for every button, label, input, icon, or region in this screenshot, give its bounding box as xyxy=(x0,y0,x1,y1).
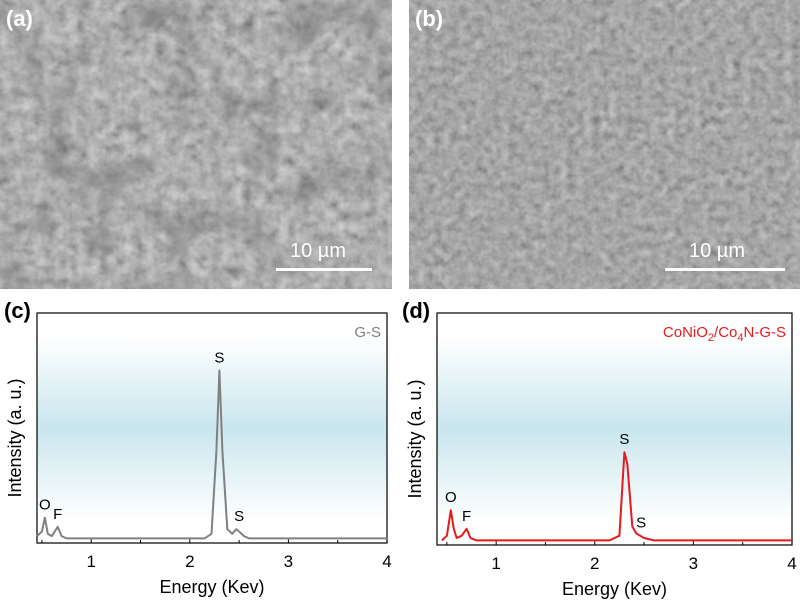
peak-label: S xyxy=(214,350,224,367)
sem-image-a: (a) 10 µm xyxy=(0,0,392,289)
peak-label: F xyxy=(53,506,62,523)
x-tick-label: 3 xyxy=(689,554,698,573)
panel-label-c: (c) xyxy=(4,298,31,323)
x-tick-label: 2 xyxy=(185,552,194,571)
peak-label: O xyxy=(445,489,457,506)
scale-bar-label-b: 10 µm xyxy=(689,240,745,262)
plot-background-band xyxy=(437,336,792,522)
sem-image-b: (b) 10 µm xyxy=(409,0,800,289)
x-axis-label: Energy (Kev) xyxy=(159,577,264,597)
peak-label: O xyxy=(39,497,51,514)
scale-bar-label-a: 10 µm xyxy=(290,240,346,262)
y-axis-label: Intensity (a. u.) xyxy=(405,379,425,498)
peak-label: S xyxy=(234,508,244,525)
x-tick-label: 1 xyxy=(491,554,500,573)
peak-label: F xyxy=(462,508,471,525)
x-tick-label: 1 xyxy=(86,552,95,571)
panel-label-a: (a) xyxy=(6,6,33,31)
x-tick-label: 2 xyxy=(590,554,599,573)
legend-label-part: 2 xyxy=(708,332,714,344)
legend-label-part: CoNiO xyxy=(663,324,708,341)
panel-label-d: (d) xyxy=(402,298,431,323)
scale-bar-b xyxy=(665,268,785,271)
peak-label: S xyxy=(619,431,629,448)
peak-label: S xyxy=(636,515,646,532)
scale-bar-a xyxy=(276,268,372,271)
plot-frame xyxy=(436,312,793,546)
legend-label: CoNiO2/Co4N-G-S xyxy=(663,324,786,344)
legend-label: G-S xyxy=(354,324,381,341)
legend-label-part: 4 xyxy=(737,332,743,344)
x-tick-label: 3 xyxy=(284,552,293,571)
panel-label-b: (b) xyxy=(415,6,444,31)
spectrum-line xyxy=(441,451,792,542)
x-axis-label: Energy (Kev) xyxy=(562,579,667,599)
x-tick-label: 4 xyxy=(382,552,391,571)
plot-frame xyxy=(36,312,388,544)
spectrum-line xyxy=(36,369,387,540)
y-axis-label: Intensity (a. u.) xyxy=(5,378,25,497)
plot-background-band xyxy=(37,336,387,520)
legend-label-part: /Co xyxy=(714,324,737,341)
x-tick-label: 4 xyxy=(787,554,796,573)
legend-label-part: N-G-S xyxy=(744,324,787,341)
